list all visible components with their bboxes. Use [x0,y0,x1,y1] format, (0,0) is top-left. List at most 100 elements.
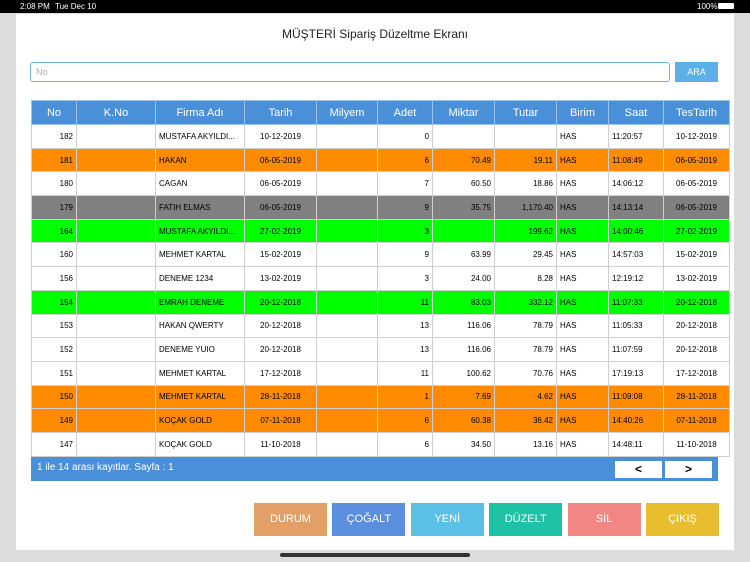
table-cell [432,218,495,244]
table-cell: HAS [556,384,609,410]
table-cell: 180 [31,171,77,197]
home-indicator [280,553,470,557]
table-cell: 179 [31,195,77,220]
table-cell: HAS [556,218,609,244]
date: Tue Dec 10 [55,2,97,11]
table-cell: 3 [377,266,433,291]
table-cell: 149 [31,408,77,433]
table-cell: 83.03 [432,289,495,315]
action-button[interactable]: SİL [567,503,641,536]
table-cell: 24.00 [432,266,495,291]
battery-icon [718,3,734,9]
table-cell [316,384,378,410]
table-cell [316,124,378,149]
table-row[interactable]: 179 FATIH ELMAS 06-05-2019 9 35.75 1,170.40 HA… [31,195,730,220]
table-cell [316,218,378,244]
table-cell: DENEME YUIO [155,337,245,362]
table-cell: 17:19:13 [608,360,664,386]
column-header: Firma Adı [155,100,245,125]
table-cell [316,337,378,362]
search-button[interactable]: ARA [675,62,718,82]
action-button[interactable]: DÜZELT [489,503,563,536]
title: MÜŞTERİ Sipariş Düzeltme Ekranı [281,27,469,41]
table-cell: 11 [377,360,433,386]
action-button[interactable]: DURUM [254,503,327,536]
table-row[interactable]: 153 HAKAN QWERTY 20-12-2018 13 116.06 78.79 HA… [31,313,730,339]
table-cell: 6 [377,147,433,173]
table-cell: 20-12-2018 [244,337,317,362]
table-cell: 17-12-2018 [244,360,317,386]
table-row[interactable]: 149 KOÇAK GOLD 07-11-2018 6 60.38 36.42 HAS 14:… [31,408,730,433]
table-cell [316,147,378,173]
table-row[interactable]: 182 MUSTAFA AKYILDI... 10-12-2019 0 HAS 11:20… [31,124,730,149]
table-cell [76,195,156,220]
table-cell [76,266,156,291]
table-cell [76,218,156,244]
table-cell: FATIH ELMAS [155,195,245,220]
table-cell: CAGAN [155,171,245,197]
status-bar: 2:08 PM Tue Dec 10 100% [0,0,750,13]
action-button[interactable]: YENİ [410,503,484,536]
table-cell: 20-12-2018 [663,337,730,362]
table-cell [316,313,378,339]
table-cell: MUSTAFA AKYILDI... [155,124,245,149]
table-row[interactable]: 164 MUSTAFA AKYILDI... 27-02-2019 3 199.62 HA… [31,218,730,244]
table-cell: 147 [31,431,77,457]
table-cell: DENEME 1234 [155,266,245,291]
table-cell: 12:19:12 [608,266,664,291]
table-cell: 28-11-2018 [663,384,730,410]
table-cell: 34.50 [432,431,495,457]
prev-button[interactable]: < [614,460,663,479]
table-cell: 10-12-2019 [663,124,730,149]
table-row[interactable]: 150 MEHMET KARTAL 28-11-2018 1 7.69 4.62 HAS 11… [31,384,730,410]
table-row[interactable]: 156 DENEME 1234 13-02-2019 3 24.00 8.28 HAS 12:… [31,266,730,291]
action-button[interactable]: ÇOĞALT [332,503,406,536]
table-cell: 07-11-2018 [663,408,730,433]
table-cell: 18.86 [494,171,557,197]
table-cell: 3 [377,218,433,244]
action-button[interactable]: ÇIKIŞ [646,503,719,536]
table-cell: 9 [377,195,433,220]
table-cell: 14:06:12 [608,171,664,197]
table-cell: MEHMET KARTAL [155,360,245,386]
table-cell [316,289,378,315]
table-cell: 60.38 [432,408,495,433]
table-cell: 20-12-2018 [663,313,730,339]
table-row[interactable]: 180 CAGAN 06-05-2019 7 60.50 18.86 HAS 14:06:12… [31,171,730,197]
table-cell: 20-12-2018 [244,289,317,315]
table-row[interactable]: 147 KOÇAK GOLD 11-10-2018 6 34.50 13.16 HAS 14:… [31,431,730,457]
column-header: Miktar [432,100,495,125]
table-cell [316,431,378,457]
table-cell: 199.62 [494,218,557,244]
table-cell: 29.45 [494,242,557,268]
table-cell: HAS [556,124,609,149]
table-cell: 100.62 [432,360,495,386]
table-cell: 11:05:33 [608,313,664,339]
table-cell [432,124,495,149]
table-cell [316,360,378,386]
table-cell: HAS [556,195,609,220]
table-cell: 156 [31,266,77,291]
table-cell: 78.79 [494,313,557,339]
table-row[interactable]: 152 DENEME YUIO 20-12-2018 13 116.06 78.79 HAS… [31,337,730,362]
table-footer [31,457,718,481]
table-cell: 13-02-2019 [663,266,730,291]
table-cell: 06-05-2019 [244,147,317,173]
table-row[interactable]: 151 MEHMET KARTAL 17-12-2018 11 100.62 70.76 H… [31,360,730,386]
table-cell: 11:07:59 [608,337,664,362]
next-button[interactable]: > [664,460,713,479]
table-cell [316,171,378,197]
table-row[interactable]: 181 HAKAN 06-05-2019 6 70.49 19.11 HAS 11:08:49… [31,147,730,173]
table-cell: 28-11-2018 [244,384,317,410]
table-cell: HAS [556,266,609,291]
table-cell: HAS [556,408,609,433]
battery: 100% [697,2,718,11]
table-cell: HAS [556,431,609,457]
search-input[interactable]: No [30,62,670,82]
table-cell: 7.69 [432,384,495,410]
table-cell: 332.12 [494,289,557,315]
column-header: Milyem [316,100,378,125]
table-row[interactable]: 160 MEHMET KARTAL 15-02-2019 9 63.99 29.45 HAS… [31,242,730,268]
table-row[interactable]: 154 EMRAH DENEME 20-12-2018 11 83.03 332.12 HA… [31,289,730,315]
